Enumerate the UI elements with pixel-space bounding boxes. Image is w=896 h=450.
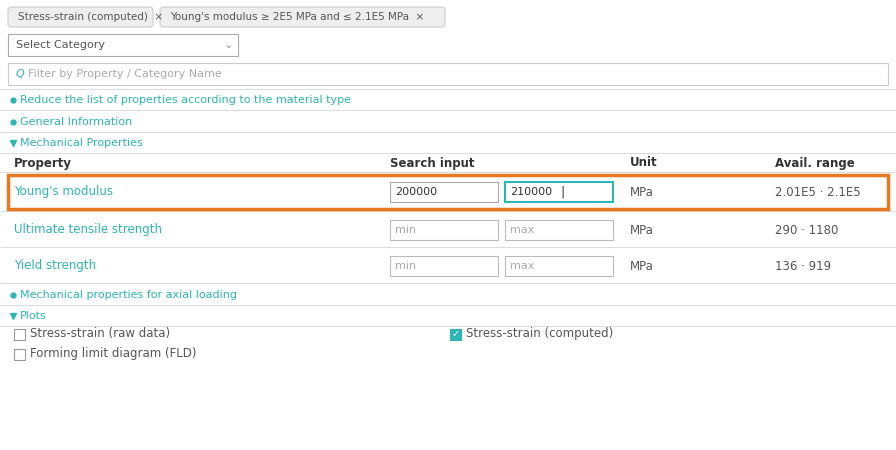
Text: Reduce the list of properties according to the material type: Reduce the list of properties according … bbox=[20, 95, 351, 105]
FancyBboxPatch shape bbox=[14, 348, 25, 360]
FancyBboxPatch shape bbox=[505, 256, 613, 276]
Text: Avail. range: Avail. range bbox=[775, 157, 855, 170]
Text: Ultimate tensile strength: Ultimate tensile strength bbox=[14, 224, 162, 237]
Text: Property: Property bbox=[14, 157, 72, 170]
Text: ✓: ✓ bbox=[452, 329, 460, 339]
FancyBboxPatch shape bbox=[390, 256, 498, 276]
FancyBboxPatch shape bbox=[450, 328, 461, 339]
Text: 210000: 210000 bbox=[510, 187, 552, 197]
FancyBboxPatch shape bbox=[14, 328, 25, 339]
FancyBboxPatch shape bbox=[505, 220, 613, 240]
FancyBboxPatch shape bbox=[390, 182, 498, 202]
Text: General Information: General Information bbox=[20, 117, 133, 127]
Text: Mechanical properties for axial loading: Mechanical properties for axial loading bbox=[20, 290, 237, 300]
Text: Select Category: Select Category bbox=[16, 40, 105, 50]
FancyBboxPatch shape bbox=[505, 182, 613, 202]
Text: Q: Q bbox=[16, 69, 25, 79]
Text: Stress-strain (computed): Stress-strain (computed) bbox=[466, 328, 613, 341]
Text: Stress-strain (computed)  ×: Stress-strain (computed) × bbox=[18, 12, 163, 22]
Text: Young's modulus: Young's modulus bbox=[14, 185, 113, 198]
FancyBboxPatch shape bbox=[8, 34, 238, 56]
FancyBboxPatch shape bbox=[160, 7, 445, 27]
Text: ⌄: ⌄ bbox=[223, 40, 233, 50]
Text: Plots: Plots bbox=[20, 311, 47, 321]
FancyBboxPatch shape bbox=[8, 7, 153, 27]
Text: |: | bbox=[560, 185, 564, 198]
Text: 2.01E5 · 2.1E5: 2.01E5 · 2.1E5 bbox=[775, 185, 861, 198]
Text: Unit: Unit bbox=[630, 157, 658, 170]
Text: max: max bbox=[510, 225, 534, 235]
Text: min: min bbox=[395, 225, 416, 235]
Text: MPa: MPa bbox=[630, 260, 654, 273]
Text: Young's modulus ≥ 2E5 MPa and ≤ 2.1E5 MPa  ×: Young's modulus ≥ 2E5 MPa and ≤ 2.1E5 MP… bbox=[170, 12, 424, 22]
Text: Yield strength: Yield strength bbox=[14, 260, 96, 273]
Text: 136 · 919: 136 · 919 bbox=[775, 260, 831, 273]
Text: Stress-strain (raw data): Stress-strain (raw data) bbox=[30, 328, 170, 341]
Text: Mechanical Properties: Mechanical Properties bbox=[20, 138, 142, 148]
Text: MPa: MPa bbox=[630, 224, 654, 237]
Text: max: max bbox=[510, 261, 534, 271]
Text: 200000: 200000 bbox=[395, 187, 437, 197]
Text: Filter by Property / Category Name: Filter by Property / Category Name bbox=[28, 69, 221, 79]
Text: min: min bbox=[395, 261, 416, 271]
Text: MPa: MPa bbox=[630, 185, 654, 198]
FancyBboxPatch shape bbox=[390, 220, 498, 240]
Text: Search input: Search input bbox=[390, 157, 475, 170]
Text: Forming limit diagram (FLD): Forming limit diagram (FLD) bbox=[30, 347, 196, 360]
FancyBboxPatch shape bbox=[8, 63, 888, 85]
Text: 290 · 1180: 290 · 1180 bbox=[775, 224, 839, 237]
FancyBboxPatch shape bbox=[8, 175, 888, 209]
